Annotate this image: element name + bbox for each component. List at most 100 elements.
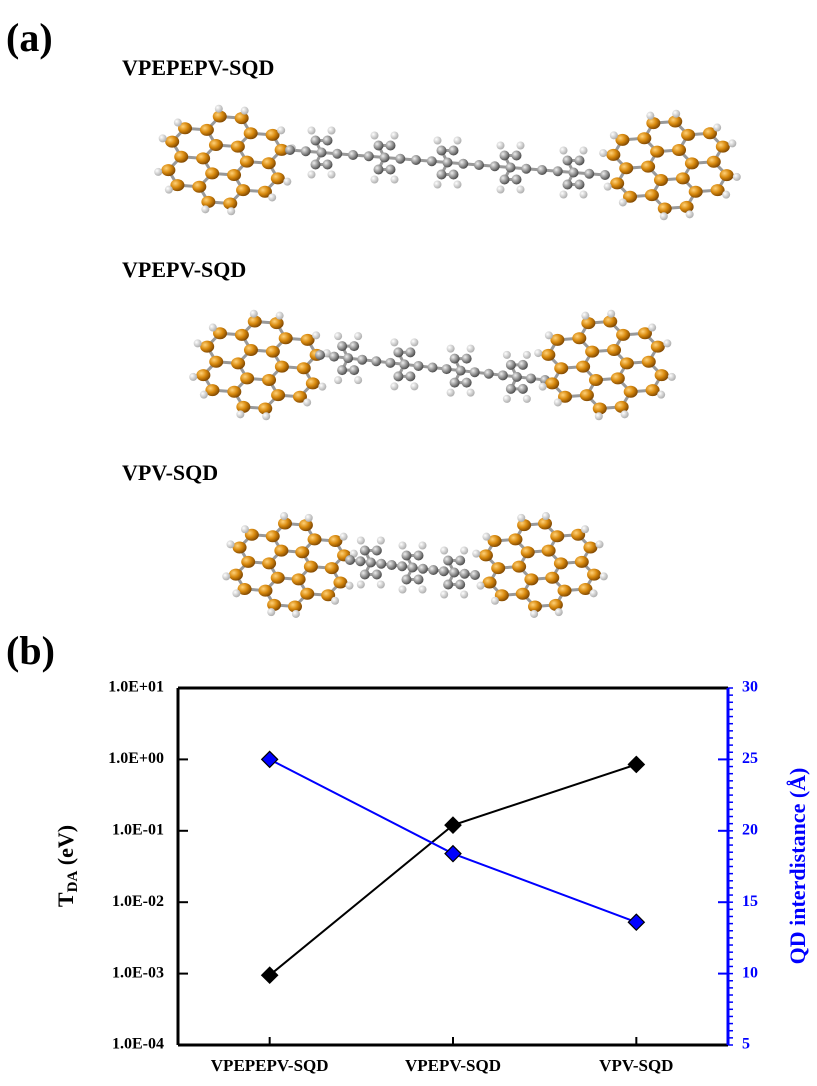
atom bbox=[637, 327, 652, 340]
atom bbox=[165, 135, 180, 148]
atom bbox=[433, 180, 442, 189]
atom bbox=[461, 377, 472, 388]
atom bbox=[521, 163, 532, 174]
atom bbox=[277, 126, 286, 135]
data-point bbox=[260, 966, 279, 985]
atom bbox=[449, 353, 460, 364]
atom bbox=[620, 410, 629, 419]
atom bbox=[315, 350, 325, 360]
atom bbox=[594, 412, 603, 421]
atom bbox=[554, 362, 569, 375]
atom bbox=[318, 382, 327, 391]
atom bbox=[489, 161, 500, 172]
atom bbox=[258, 402, 273, 415]
atom bbox=[505, 162, 516, 173]
atom bbox=[599, 149, 608, 158]
atom bbox=[469, 367, 480, 378]
atom bbox=[345, 581, 354, 590]
atom bbox=[275, 311, 284, 320]
atom bbox=[502, 394, 511, 403]
atom bbox=[376, 536, 385, 545]
atom bbox=[524, 573, 539, 586]
atom bbox=[305, 377, 320, 390]
atom bbox=[247, 315, 262, 328]
atom bbox=[589, 589, 598, 598]
atom bbox=[499, 150, 510, 161]
atom bbox=[236, 184, 251, 197]
atom bbox=[550, 333, 565, 346]
atom bbox=[558, 390, 573, 403]
atom bbox=[618, 198, 627, 207]
atom bbox=[607, 309, 616, 318]
atom bbox=[170, 179, 185, 192]
atom bbox=[517, 513, 526, 522]
atom bbox=[413, 550, 424, 561]
atom bbox=[390, 338, 399, 347]
atom bbox=[641, 160, 656, 173]
atom bbox=[584, 168, 595, 179]
atom bbox=[619, 357, 634, 370]
atom bbox=[511, 371, 522, 382]
molecule-name: VPV-SQD bbox=[122, 460, 218, 485]
atom bbox=[722, 190, 731, 199]
atom bbox=[508, 533, 523, 546]
atom bbox=[578, 582, 593, 595]
data-point bbox=[627, 755, 646, 774]
atom bbox=[278, 332, 293, 345]
atom bbox=[525, 373, 536, 384]
atom bbox=[515, 587, 530, 600]
y2-tick-label: 5 bbox=[742, 1036, 750, 1053]
atom bbox=[243, 127, 258, 140]
atom bbox=[370, 175, 379, 184]
atom bbox=[449, 567, 460, 578]
atom bbox=[393, 371, 404, 382]
atom bbox=[667, 372, 676, 381]
atom bbox=[637, 132, 652, 145]
atom bbox=[214, 104, 223, 113]
y-axis-label: TDA (eV) bbox=[53, 825, 81, 907]
atom bbox=[455, 579, 466, 590]
atom bbox=[328, 535, 343, 548]
atom bbox=[212, 110, 227, 123]
atom bbox=[310, 135, 321, 146]
atom bbox=[371, 569, 382, 580]
data-point bbox=[627, 913, 646, 932]
atom bbox=[243, 343, 258, 356]
atom bbox=[413, 360, 424, 371]
y2-axis-label: QD interdistance (Å) bbox=[785, 768, 810, 965]
atom bbox=[237, 582, 252, 595]
atom bbox=[440, 546, 449, 555]
atom bbox=[653, 174, 668, 187]
atom bbox=[443, 555, 454, 566]
x-tick-label: VPEPV-SQD bbox=[405, 1056, 501, 1075]
panel-label: (b) bbox=[6, 628, 55, 673]
y-tick-label: 1.0E-04 bbox=[112, 1036, 164, 1053]
atom bbox=[588, 374, 603, 387]
atom bbox=[616, 328, 631, 341]
atom bbox=[610, 372, 625, 385]
atom bbox=[482, 576, 497, 589]
atom bbox=[271, 389, 286, 402]
atom bbox=[553, 398, 562, 407]
atom bbox=[433, 136, 442, 145]
atom bbox=[288, 600, 303, 613]
atom bbox=[327, 126, 336, 135]
atom bbox=[236, 410, 245, 419]
atom bbox=[178, 122, 193, 135]
atom bbox=[581, 525, 590, 534]
atom bbox=[354, 376, 363, 385]
atom bbox=[240, 525, 249, 534]
atom bbox=[258, 584, 273, 597]
atom bbox=[470, 570, 480, 580]
atom bbox=[227, 207, 236, 216]
atom bbox=[265, 345, 280, 358]
atom bbox=[300, 587, 315, 600]
atom bbox=[517, 383, 528, 394]
atom bbox=[227, 385, 242, 398]
atom bbox=[230, 140, 245, 153]
atom bbox=[363, 151, 374, 162]
atom bbox=[345, 555, 355, 565]
atom bbox=[579, 190, 588, 199]
